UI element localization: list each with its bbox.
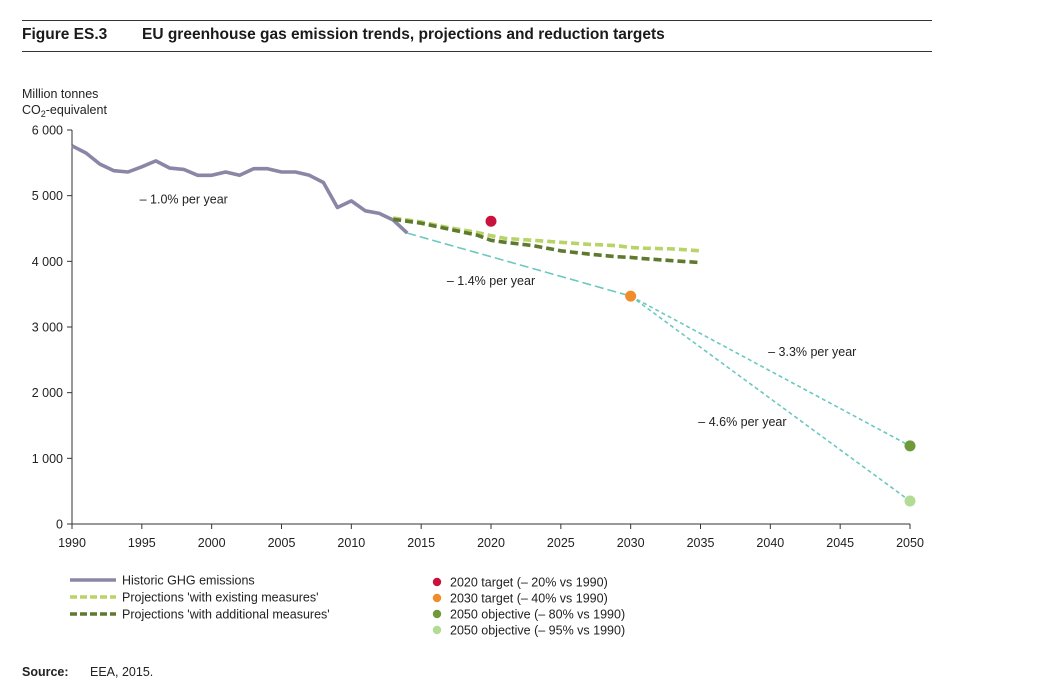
y-axis-label-line1: Million tonnes <box>22 87 98 101</box>
trend-line-3 <box>630 295 911 502</box>
point-target-2020 <box>485 215 497 227</box>
series-line-historic <box>71 144 409 235</box>
figure-title: Figure ES.3 EU greenhouse gas emission tr… <box>22 26 665 44</box>
data-points <box>485 215 916 507</box>
x-tick-label: 2005 <box>268 536 296 550</box>
annotation-4: – 4.6% per year <box>698 415 786 429</box>
legend-label-wem: Projections 'with existing measures' <box>122 591 319 605</box>
x-tick-label: 2010 <box>337 536 365 550</box>
x-tick-label: 2050 <box>896 536 924 550</box>
source-label: Source: <box>22 665 69 679</box>
figure-title-text: EU greenhouse gas emission trends, proje… <box>142 26 665 43</box>
series-line-wam <box>392 217 701 265</box>
legend-label-objective-95: 2050 objective (– 95% vs 1990) <box>450 624 625 638</box>
annotations: – 1.0% per year – 1.4% per year – 3.3% per… <box>140 193 857 430</box>
title-rule-bottom <box>22 51 932 52</box>
title-rule-top <box>22 20 932 21</box>
legend-label-target-2030: 2030 target (– 40% vs 1990) <box>450 592 608 606</box>
x-tick-label: 2035 <box>687 536 715 550</box>
y-tick-label: 3 000 <box>32 321 63 335</box>
annotation-3: – 3.3% per year <box>768 345 856 359</box>
y-tick-label: 2 000 <box>32 386 63 400</box>
source-text: EEA, 2015. <box>90 665 154 679</box>
legend-marker-objective-95 <box>432 625 442 635</box>
legend-marker-objective-80 <box>432 609 442 619</box>
x-tick-label: 1990 <box>58 536 86 550</box>
annotation-1: – 1.0% per year <box>140 193 228 207</box>
legend-marker-target-2030 <box>432 593 442 603</box>
x-tick-label: 2045 <box>826 536 854 550</box>
legend-label-wam: Projections 'with additional measures' <box>122 608 330 622</box>
figure-number: Figure ES.3 <box>22 26 108 43</box>
legend-label-target-2020: 2020 target (– 20% vs 1990) <box>450 576 608 590</box>
y-tick-label: 4 000 <box>32 255 63 269</box>
x-tick-label: 2015 <box>407 536 435 550</box>
y-axis-label-sub: 2 <box>41 109 46 119</box>
y-axis-label-co: CO <box>22 103 41 117</box>
x-tick-label: 2020 <box>477 536 505 550</box>
series-line-wem <box>392 216 701 253</box>
x-tick-label: 2030 <box>617 536 645 550</box>
y-tick-label: 0 <box>56 518 63 532</box>
legend-label-objective-80: 2050 objective (– 80% vs 1990) <box>450 608 625 622</box>
annotation-2: – 1.4% per year <box>447 274 535 288</box>
x-tick-label: 2040 <box>756 536 784 550</box>
point-target-2030 <box>625 290 637 302</box>
axes: 0 1 000 2 000 3 000 4 000 5 000 6 000 1990 1995 2… <box>32 124 924 551</box>
legend-label-historic: Historic GHG emissions <box>122 574 255 588</box>
y-axis-label-line2: CO2-equivalent <box>22 103 107 119</box>
x-tick-label: 2025 <box>547 536 575 550</box>
y-tick-label: 5 000 <box>32 189 63 203</box>
x-tick-label: 2000 <box>198 536 226 550</box>
legend: Historic GHG emissions Projections 'with … <box>70 574 625 638</box>
y-axis-label-suffix: -equivalent <box>46 103 108 117</box>
source-note: Source: EEA, 2015. <box>22 665 153 679</box>
point-objective-95 <box>904 495 916 507</box>
y-tick-label: 1 000 <box>32 452 63 466</box>
trend-line-2 <box>630 295 911 447</box>
point-objective-80 <box>904 440 916 452</box>
y-tick-label: 6 000 <box>32 124 63 138</box>
data-lines <box>71 144 911 502</box>
x-tick-label: 1995 <box>128 536 156 550</box>
legend-marker-target-2020 <box>432 577 442 587</box>
